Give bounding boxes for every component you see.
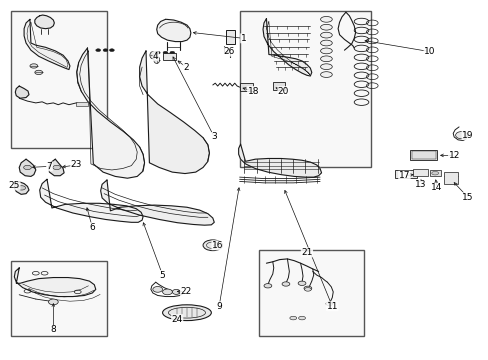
Polygon shape: [14, 268, 96, 297]
Polygon shape: [140, 51, 209, 174]
Ellipse shape: [18, 186, 25, 190]
Bar: [162, 53, 176, 60]
Ellipse shape: [162, 305, 211, 320]
Ellipse shape: [298, 281, 305, 285]
Text: 9: 9: [216, 302, 222, 311]
Bar: [429, 170, 440, 176]
Ellipse shape: [163, 51, 167, 54]
Ellipse shape: [320, 64, 331, 69]
Text: 14: 14: [430, 183, 442, 192]
Text: 8: 8: [50, 325, 56, 334]
Ellipse shape: [431, 171, 438, 175]
Ellipse shape: [289, 316, 296, 320]
Bar: [76, 102, 88, 106]
Ellipse shape: [242, 85, 250, 89]
Text: 18: 18: [247, 86, 259, 95]
Ellipse shape: [320, 72, 331, 77]
Ellipse shape: [282, 282, 289, 286]
Ellipse shape: [275, 84, 283, 89]
Ellipse shape: [320, 48, 331, 54]
Text: 19: 19: [461, 131, 472, 140]
Ellipse shape: [35, 70, 42, 75]
Ellipse shape: [30, 64, 38, 68]
Ellipse shape: [48, 299, 58, 305]
Polygon shape: [263, 19, 311, 76]
Text: 2: 2: [183, 63, 188, 72]
Ellipse shape: [172, 289, 180, 294]
Text: 6: 6: [89, 223, 95, 232]
Ellipse shape: [304, 286, 311, 291]
Ellipse shape: [325, 302, 332, 306]
Text: 12: 12: [447, 151, 459, 160]
Polygon shape: [40, 179, 143, 222]
Ellipse shape: [320, 32, 331, 38]
Ellipse shape: [264, 284, 271, 288]
Polygon shape: [15, 86, 29, 98]
Bar: [412, 168, 427, 176]
Ellipse shape: [103, 49, 108, 51]
Text: 13: 13: [414, 180, 426, 189]
Bar: [11, 12, 106, 148]
Polygon shape: [14, 182, 29, 194]
Bar: [411, 151, 435, 159]
Ellipse shape: [320, 56, 331, 62]
Polygon shape: [19, 159, 36, 176]
Ellipse shape: [320, 17, 331, 22]
Polygon shape: [238, 144, 321, 177]
Polygon shape: [101, 180, 214, 225]
Text: 17: 17: [398, 171, 409, 180]
Text: 11: 11: [326, 302, 337, 311]
Bar: [444, 172, 457, 184]
Text: 26: 26: [223, 47, 234, 56]
Text: 7: 7: [46, 162, 52, 171]
Polygon shape: [77, 48, 144, 178]
Ellipse shape: [154, 56, 159, 63]
Text: 4: 4: [153, 52, 158, 61]
Text: 25: 25: [9, 181, 20, 190]
Bar: [11, 261, 106, 336]
Text: 10: 10: [423, 47, 435, 56]
Ellipse shape: [150, 51, 156, 59]
Bar: [394, 170, 416, 178]
Text: 5: 5: [160, 270, 165, 279]
Text: 21: 21: [301, 248, 312, 257]
Bar: [225, 30, 234, 44]
Bar: [239, 83, 253, 91]
Ellipse shape: [169, 51, 174, 54]
Ellipse shape: [153, 287, 162, 292]
Text: 23: 23: [70, 161, 82, 170]
Ellipse shape: [53, 165, 61, 170]
Ellipse shape: [455, 132, 467, 139]
Text: 24: 24: [171, 315, 183, 324]
Ellipse shape: [320, 24, 331, 30]
Bar: [409, 150, 436, 160]
Ellipse shape: [304, 288, 311, 291]
Bar: [259, 250, 363, 336]
Text: 16: 16: [211, 241, 223, 250]
Ellipse shape: [109, 49, 114, 51]
Ellipse shape: [162, 289, 172, 295]
Ellipse shape: [96, 49, 101, 51]
Bar: [272, 82, 285, 90]
Ellipse shape: [23, 165, 31, 170]
Ellipse shape: [155, 51, 160, 54]
Ellipse shape: [320, 40, 331, 46]
Ellipse shape: [298, 316, 305, 320]
Polygon shape: [35, 15, 54, 29]
Text: 20: 20: [277, 86, 288, 95]
Polygon shape: [24, 19, 70, 69]
Text: 3: 3: [211, 132, 217, 141]
Bar: [239, 12, 370, 167]
Text: 15: 15: [461, 193, 472, 202]
Polygon shape: [157, 19, 190, 41]
Polygon shape: [48, 159, 64, 176]
Text: 22: 22: [180, 287, 191, 296]
Text: 1: 1: [240, 34, 246, 43]
Ellipse shape: [203, 240, 222, 251]
